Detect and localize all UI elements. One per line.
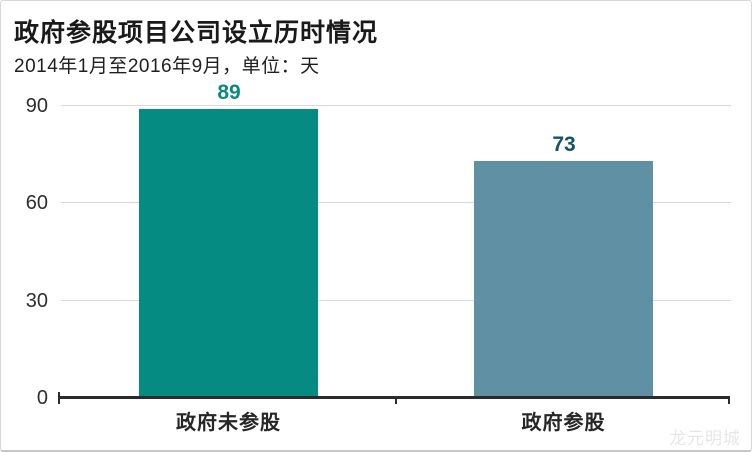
gridline xyxy=(61,202,731,203)
bar-value-label: 73 xyxy=(552,133,576,156)
y-axis-tick-label: 90 xyxy=(25,95,48,117)
x-axis-tick xyxy=(728,399,730,404)
category-label: 政府未参股 xyxy=(176,412,281,434)
x-axis-line xyxy=(58,396,730,399)
bar-value-label: 89 xyxy=(217,81,241,104)
x-axis-tick xyxy=(58,399,60,404)
x-axis-tick xyxy=(395,399,397,404)
gridline xyxy=(61,105,731,106)
watermark: 龙元明城 xyxy=(669,429,741,448)
gridline xyxy=(61,300,731,301)
y-axis-tick-label: 30 xyxy=(25,290,48,312)
bar xyxy=(139,109,318,398)
x-axis-left-end-tick xyxy=(58,392,60,396)
chart-title: 政府参股项目公司设立历时情况 xyxy=(14,19,379,47)
y-axis-tick-label: 0 xyxy=(36,387,48,409)
chart-subtitle: 2014年1月至2016年9月，单位：天 xyxy=(14,56,320,77)
category-label: 政府参股 xyxy=(521,412,606,434)
bar xyxy=(474,161,653,398)
y-axis-tick-label: 60 xyxy=(25,192,48,214)
